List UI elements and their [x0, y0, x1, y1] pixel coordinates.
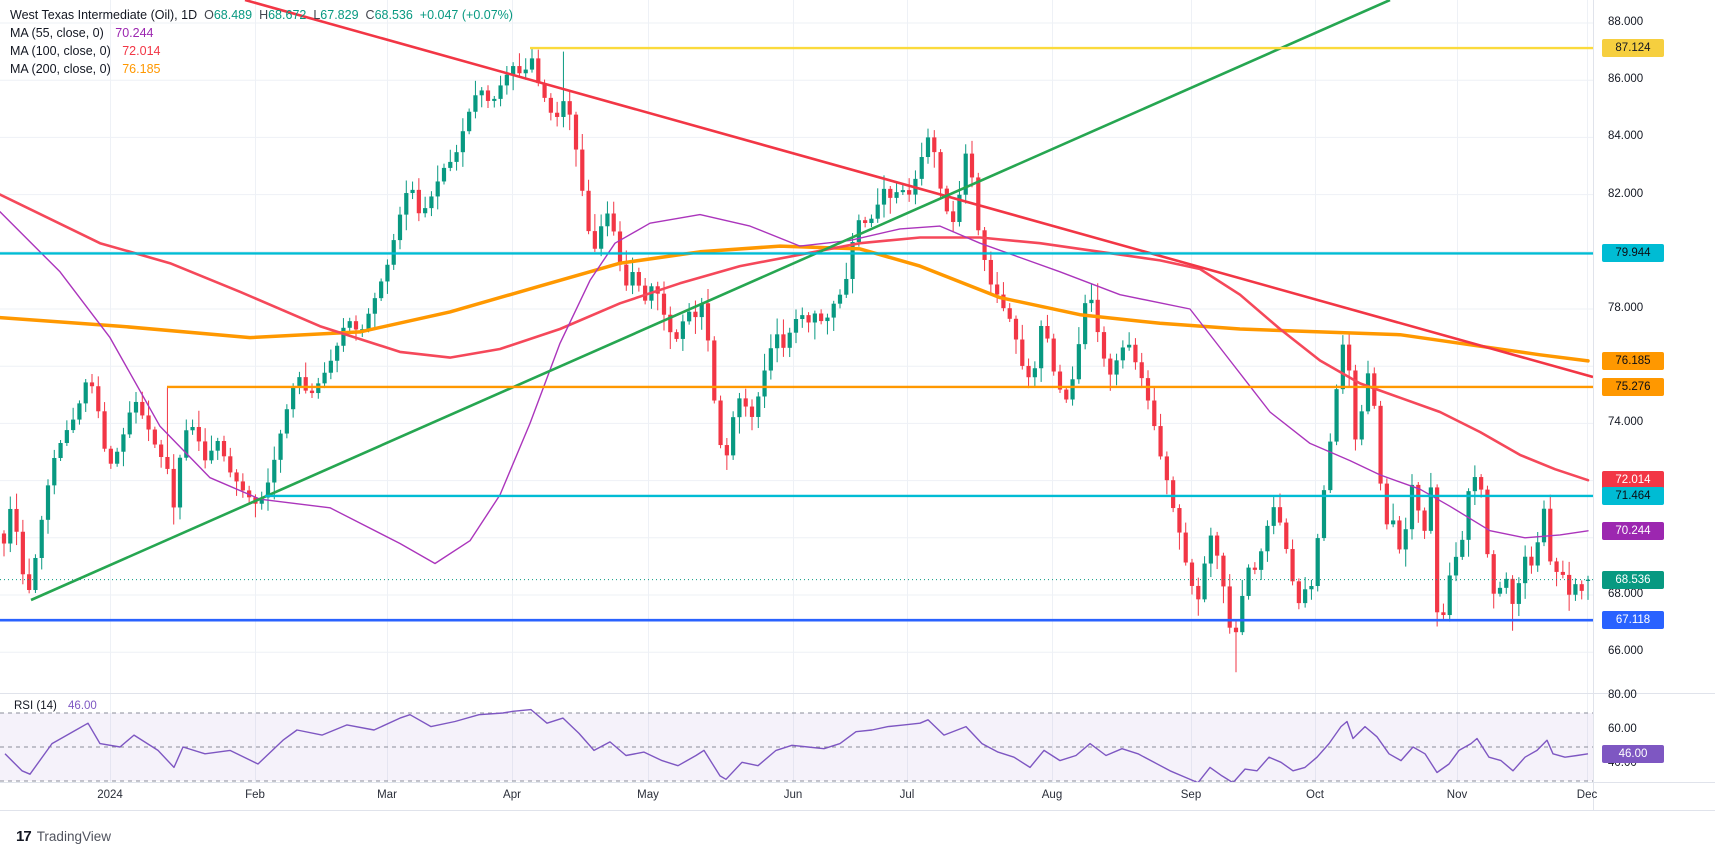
symbol-legend: West Texas Intermediate (Oil), 1D O68.489… [10, 6, 513, 78]
time-axis-label: May [637, 789, 659, 801]
time-axis-label: Jun [783, 789, 803, 801]
price-axis-label: 66.000 [1608, 645, 1644, 658]
ma200-label: MA (200, close, 0) [10, 62, 111, 76]
axis-separator [0, 782, 1715, 783]
rsi-value: 46.00 [68, 700, 97, 712]
ma55-legend-row[interactable]: MA (55, close, 0) 70.244 [10, 24, 513, 42]
price-axis-label: 86.000 [1608, 73, 1644, 86]
time-axis-label: Jul [899, 789, 915, 801]
time-axis[interactable]: 2024 Feb Mar Apr May Jun Jul Aug Sep Oct Nov Dec [0, 782, 1715, 810]
time-axis-label: 2024 [97, 789, 123, 801]
change-value: +0.047 (+0.07%) [419, 8, 513, 22]
ohlc-open-label: O [204, 8, 214, 22]
price-axis-badge: 87.124 [1602, 39, 1664, 58]
price-axis-label: 84.000 [1608, 130, 1644, 143]
rsi-legend-row[interactable]: RSI (14) 46.00 [14, 700, 97, 712]
rsi-axis-label: 80.00 [1608, 689, 1637, 701]
footer-separator [0, 810, 1715, 811]
price-axis-border [1593, 0, 1594, 810]
rsi-axis-label: 60.00 [1608, 723, 1637, 735]
ma55-line [0, 211, 1589, 565]
ohlc-high-value: 68.672 [268, 8, 307, 22]
horizontal-levels[interactable] [0, 46, 1593, 622]
pane-separator[interactable] [0, 693, 1715, 694]
ma200-legend-row[interactable]: MA (200, close, 0) 76.185 [10, 60, 513, 78]
price-axis-label: 68.000 [1608, 588, 1644, 600]
time-axis-label: Dec [1576, 789, 1598, 801]
price-axis-badge: 70.244 [1602, 521, 1664, 540]
price-axis[interactable]: 88.000 86.000 84.000 82.000 78.000 74.000 68.0… [1594, 0, 1715, 812]
price-axis-badge: 68.536 [1602, 570, 1664, 589]
moving-averages [0, 193, 1590, 565]
price-axis-badge: 67.118 [1602, 611, 1664, 630]
ma200-value: 76.185 [122, 62, 161, 76]
price-axis-label: 74.000 [1608, 416, 1644, 429]
price-axis-badge: 71.464 [1602, 486, 1664, 505]
ma100-legend-row[interactable]: MA (100, close, 0) 72.014 [10, 42, 513, 60]
ohlc-low-value: 67.829 [320, 8, 359, 22]
ma100-label: MA (100, close, 0) [10, 44, 111, 58]
time-axis-label: Nov [1446, 789, 1468, 801]
tradingview-logo[interactable]: 17 TradingView [16, 828, 111, 845]
ma100-line [0, 193, 1590, 482]
rsi-label: RSI (14) [14, 700, 57, 712]
time-axis-label: Sep [1180, 789, 1202, 801]
rsi-pane[interactable] [0, 708, 1593, 783]
time-axis-label: Mar [377, 789, 397, 801]
ohlc-close-value: 68.536 [374, 8, 413, 22]
time-axis-label: Feb [245, 789, 265, 801]
ohlc-close-label: C [365, 8, 375, 22]
price-axis-label: 88.000 [1608, 16, 1644, 28]
ma55-value: 70.244 [115, 26, 154, 40]
price-axis-badge: 72.014 [1602, 471, 1664, 490]
tradingview-logo-text: TradingView [36, 829, 111, 844]
ma55-label: MA (55, close, 0) [10, 26, 104, 40]
ohlc-low-label: L [313, 8, 321, 22]
trendlines[interactable] [30, 0, 1593, 602]
grid [0, 0, 1593, 782]
time-axis-label: Apr [503, 789, 521, 801]
symbol-title: West Texas Intermediate (Oil), 1D [10, 8, 198, 22]
candlestick-series[interactable] [1, 48, 1591, 673]
price-axis-label: 82.000 [1608, 187, 1644, 200]
ma200-line [0, 244, 1590, 363]
price-axis-label: 78.000 [1608, 302, 1644, 314]
ma100-value: 72.014 [122, 44, 161, 58]
symbol-title-row[interactable]: West Texas Intermediate (Oil), 1D O68.489… [10, 6, 513, 24]
rsi-value-badge: 46.00 [1602, 744, 1664, 763]
time-axis-label: Aug [1041, 789, 1063, 801]
price-axis-badge: 79.944 [1602, 244, 1664, 263]
ohlc-high-label: H [259, 8, 269, 22]
trendline-descending-red [244, 0, 1593, 379]
price-axis-badge: 76.185 [1602, 351, 1664, 370]
trendline-ascending-green [30, 0, 1391, 602]
time-axis-label: Oct [1306, 789, 1324, 801]
rsi-line [4, 708, 1589, 782]
tradingview-logo-icon: 17 [16, 828, 32, 845]
ohlc-open-value: 68.489 [213, 8, 253, 22]
price-axis-badge: 75.276 [1602, 377, 1664, 396]
